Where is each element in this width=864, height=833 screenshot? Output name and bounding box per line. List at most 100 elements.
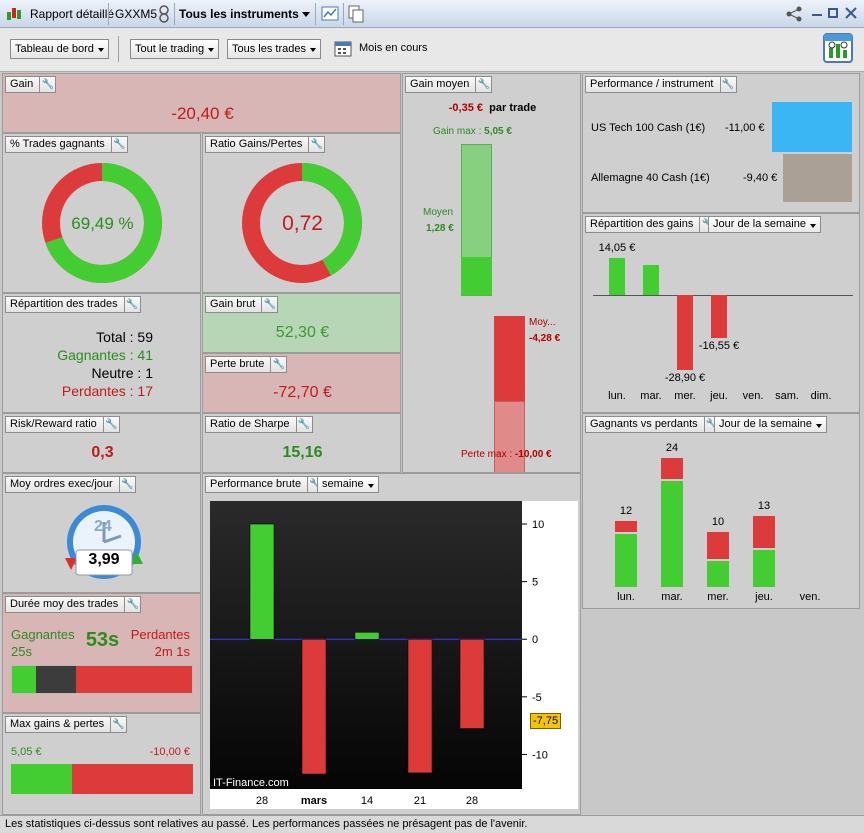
losers-bar[interactable]	[661, 457, 683, 479]
sharpe-header: Ratio de Sharpe 🔧	[205, 416, 313, 433]
winners-bar[interactable]	[661, 481, 683, 587]
wrench-icon[interactable]: 🔧	[261, 297, 277, 312]
instrument-name: Allemagne 40 Cash (1€)	[591, 172, 710, 184]
duration-avg-segment	[36, 666, 76, 693]
wrench-icon[interactable]: 🔧	[39, 77, 55, 92]
share-icon[interactable]	[786, 6, 802, 22]
gain-bar[interactable]	[609, 258, 625, 295]
win-label: Gagnantes :	[57, 347, 134, 363]
orders-per-day-value: 3,99	[88, 551, 120, 568]
wrench-icon[interactable]: 🔧	[270, 357, 286, 372]
gain-max-label: Gain max :	[433, 126, 482, 137]
gain-brut-value: 52,30 €	[275, 324, 330, 341]
trades-filter-dropdown[interactable]: Tous les trades	[227, 39, 321, 59]
lose-count: 17	[137, 383, 153, 399]
duree-title: Durée moy des trades	[10, 598, 119, 610]
repartition-gains-title: Répartition des gains	[590, 218, 694, 230]
duration-bar	[11, 665, 193, 694]
lose-label: Perdantes :	[61, 383, 134, 399]
winners-losers-chart: 12 lun. 24 mar. 10 mer. 13 jeu. ven.	[583, 414, 859, 608]
gagnants-perdants-panel: Gagnants vs perdants 🔧 Jour de la semaine…	[582, 413, 860, 609]
max-gp-header: Max gains & pertes 🔧	[5, 716, 128, 733]
day-label: mer.	[707, 591, 729, 603]
copy-icon[interactable]	[348, 5, 364, 23]
winners-bar[interactable]	[753, 549, 775, 587]
close-icon[interactable]	[845, 7, 857, 19]
win-rate-donut	[42, 163, 162, 283]
max-gain-value: 5,05 €	[11, 746, 42, 758]
minimize-icon[interactable]	[812, 14, 822, 16]
table-view-icon[interactable]	[321, 5, 339, 23]
wrench-icon[interactable]: 🔧	[102, 417, 119, 432]
perte-brute-value: -72,70 €	[273, 384, 332, 401]
ratio-gp-title: Ratio Gains/Pertes	[210, 138, 303, 150]
instrument-value: -9,40 €	[743, 172, 778, 184]
link-icon[interactable]	[158, 4, 170, 24]
instrument-row[interactable]: Allemagne 40 Cash (1€) -9,40 €	[583, 154, 859, 202]
perf-brute-panel: Performance brute 🔧 semaine 10 5 0 -5 -10 28 ma…	[202, 473, 581, 815]
pct-trades-title: % Trades gagnants	[10, 138, 105, 150]
losers-bar[interactable]	[753, 516, 775, 548]
loss-max-row: Perte max : -10,00 €	[461, 449, 552, 460]
wrench-icon[interactable]: 🔧	[703, 417, 720, 432]
performance-bar	[249, 523, 275, 640]
sharpe-value: 15,16	[282, 444, 323, 461]
wrench-icon[interactable]: 🔧	[307, 477, 323, 492]
wrench-icon[interactable]: 🔧	[295, 417, 312, 432]
winners-period-dropdown[interactable]: Jour de la semaine	[714, 416, 827, 433]
period-label[interactable]: Mois en cours	[359, 42, 428, 54]
perf-period-dropdown[interactable]: semaine	[317, 476, 379, 493]
max-bar	[11, 764, 193, 794]
gain-bar[interactable]	[643, 264, 659, 295]
maximize-icon[interactable]	[828, 8, 838, 18]
gain-moyen-header: Gain moyen 🔧	[405, 76, 493, 93]
chart-watermark: IT-Finance.com	[213, 777, 289, 789]
wrench-icon[interactable]: 🔧	[719, 77, 736, 92]
trading-filter-dropdown[interactable]: Tout le trading	[130, 39, 220, 59]
gain-value: -20,40 €	[171, 104, 234, 123]
gagnants-perdants-title: Gagnants vs perdants	[590, 418, 698, 430]
day-label: jeu.	[710, 390, 728, 402]
losers-bar[interactable]	[707, 532, 729, 559]
gain-bar[interactable]	[677, 295, 693, 371]
max-gain-segment	[11, 764, 73, 794]
wrench-icon[interactable]: 🔧	[110, 137, 127, 152]
wrench-icon[interactable]: 🔧	[124, 597, 140, 612]
wrench-icon[interactable]: 🔧	[118, 477, 135, 492]
day-label: lun.	[617, 591, 635, 603]
bar-value-label: 14,05 €	[598, 242, 636, 255]
instruments-selector[interactable]: Tous les instruments	[179, 7, 299, 21]
gain-header: Gain 🔧	[5, 76, 57, 93]
risk-reward-panel: Risk/Reward ratio 🔧 0,3	[2, 413, 201, 473]
report-settings-icon[interactable]	[822, 32, 854, 64]
loss-avg-label: Moy...	[529, 317, 556, 328]
x-tick-label: mars	[301, 795, 327, 807]
loss-max-value: -10,00 €	[514, 449, 552, 460]
gains-period-dropdown[interactable]: Jour de la semaine	[708, 216, 821, 233]
calendar-icon[interactable]	[334, 40, 354, 58]
repartition-trades-header: Répartition des trades 🔧	[5, 296, 141, 313]
current-value-badge: -7,75	[530, 713, 562, 729]
dashboard-dropdown[interactable]: Tableau de bord	[10, 39, 109, 59]
moy-ordres-title: Moy ordres exec/jour	[10, 478, 113, 490]
repartition-gains-panel: Répartition des gains 🔧 Jour de la semain…	[582, 213, 860, 413]
wrench-icon[interactable]: 🔧	[699, 217, 715, 232]
wrench-icon[interactable]: 🔧	[110, 717, 126, 732]
instrument-row[interactable]: US Tech 100 Cash (1€) -11,00 €	[583, 102, 859, 152]
wrench-icon[interactable]: 🔧	[475, 77, 491, 92]
winners-bar[interactable]	[615, 534, 637, 587]
losers-bar[interactable]	[615, 521, 637, 532]
winners-bar[interactable]	[707, 560, 729, 587]
account-id[interactable]: GXXM5	[115, 7, 158, 21]
gain-bar[interactable]	[711, 295, 727, 339]
repartition-trades-panel: Répartition des trades 🔧 Total : 59 Gagna…	[2, 293, 201, 413]
performance-chart[interactable]: 10 5 0 -5 -10 28 mars 14 21 28	[210, 501, 578, 809]
wrench-icon[interactable]: 🔧	[308, 137, 324, 152]
disclaimer-footer: Les statistiques ci-dessus sont relative…	[0, 815, 864, 833]
chevron-down-icon[interactable]	[302, 12, 310, 17]
y-tick-label: -5	[532, 692, 542, 704]
wrench-icon[interactable]: 🔧	[123, 297, 140, 312]
loss-avg-bar	[494, 315, 525, 402]
ratio-value: 0,72	[282, 212, 323, 235]
risk-reward-header: Risk/Reward ratio 🔧	[5, 416, 120, 433]
